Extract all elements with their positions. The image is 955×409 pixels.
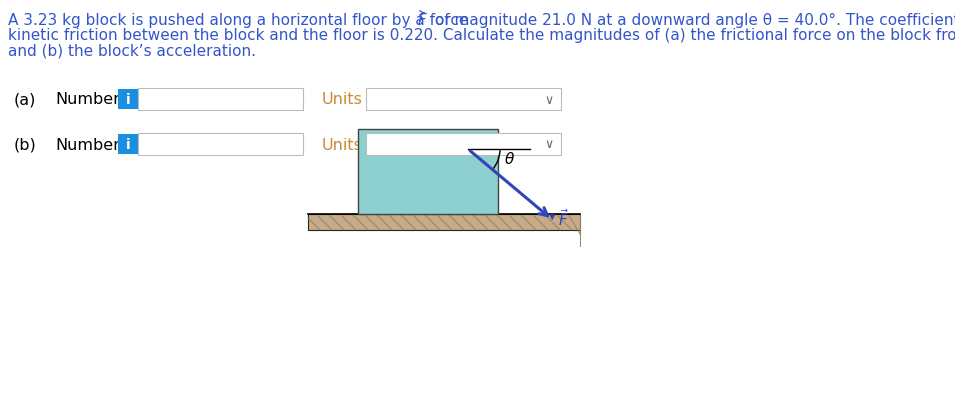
Text: and (b) the block’s acceleration.: and (b) the block’s acceleration. [8,43,256,58]
Text: (b): (b) [14,137,36,152]
Polygon shape [550,215,555,220]
Bar [118,90,138,110]
Text: i: i [126,93,130,107]
Bar [358,130,498,214]
Bar [118,135,138,155]
Bar [308,214,580,230]
Text: $\theta$: $\theta$ [504,151,515,166]
Text: F: F [417,13,426,28]
Text: Number: Number [55,137,120,152]
Text: Number: Number [55,92,120,107]
Text: of magnitude 21.0 N at a downward angle θ = 40.0°. The coefficient of: of magnitude 21.0 N at a downward angle … [430,13,955,28]
Text: Units: Units [322,137,363,152]
Text: $\vec{F}$: $\vec{F}$ [559,208,569,229]
Text: ∨: ∨ [544,138,554,151]
Text: A 3.23 kg block is pushed along a horizontal floor by a force: A 3.23 kg block is pushed along a horizo… [8,13,474,28]
Text: Units: Units [322,92,363,107]
Bar [138,134,303,155]
Bar [138,89,303,111]
Bar [366,89,561,111]
Text: (a): (a) [14,92,36,107]
Text: kinetic friction between the block and the floor is 0.220. Calculate the magnitu: kinetic friction between the block and t… [8,28,955,43]
Text: i: i [126,138,130,152]
Bar [366,134,561,155]
Text: ∨: ∨ [544,93,554,106]
